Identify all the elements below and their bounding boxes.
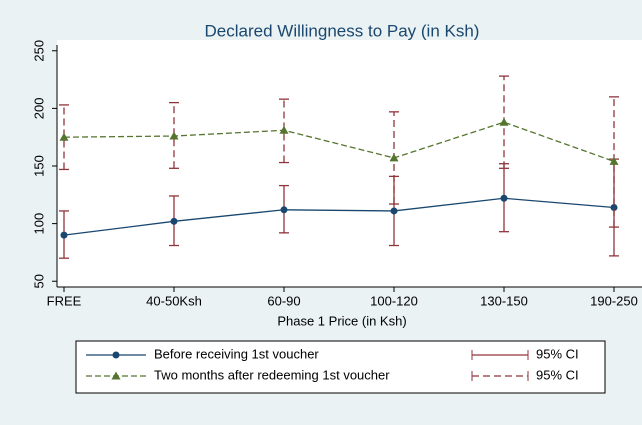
chart-title: Declared Willingness to Pay (in Ksh)	[205, 21, 480, 40]
point	[59, 132, 69, 141]
x-tick-label: 190-250	[590, 293, 638, 308]
series-line	[63, 121, 615, 163]
point	[280, 206, 288, 214]
point	[499, 117, 509, 126]
legend-ci-label: 95% CI	[536, 346, 579, 361]
y-tick-label: 200	[31, 98, 46, 120]
legend	[75, 340, 606, 394]
legend-label: Before receiving 1st voucher	[154, 346, 319, 361]
series-line	[63, 197, 615, 236]
y-tick-label: 250	[31, 40, 46, 62]
x-tick-label: FREE	[47, 293, 82, 308]
x-tick-label: 60-90	[267, 293, 300, 308]
point	[169, 131, 179, 140]
point	[111, 371, 121, 380]
x-tick-label: 130-150	[480, 293, 528, 308]
point	[390, 207, 398, 215]
point	[279, 125, 289, 134]
point	[60, 231, 68, 239]
plot-area	[57, 40, 642, 287]
x-tick-label: 100-120	[370, 293, 418, 308]
point	[389, 153, 399, 162]
x-tick-label: 40-50Ksh	[146, 293, 202, 308]
point	[610, 203, 618, 211]
point	[170, 217, 178, 225]
legend-ci-label: 95% CI	[536, 367, 579, 382]
point	[112, 351, 120, 359]
point	[500, 194, 508, 202]
y-tick-label: 150	[31, 155, 46, 177]
point	[609, 156, 619, 165]
legend-label: Two months after redeeming 1st voucher	[154, 367, 390, 382]
y-tick-label: 100	[31, 213, 46, 235]
y-tick-label: 50	[31, 274, 46, 288]
x-axis-label: Phase 1 Price (in Ksh)	[277, 313, 406, 328]
